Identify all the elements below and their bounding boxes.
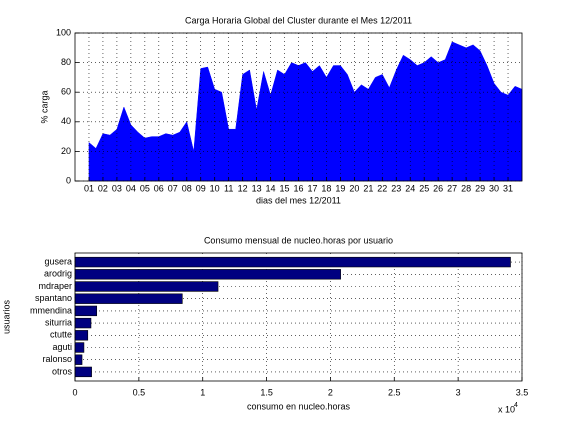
y-tick-label: mdraper bbox=[38, 281, 72, 291]
x-tick-label: 09 bbox=[196, 183, 206, 193]
x-tick-label: 0.5 bbox=[133, 387, 146, 397]
y-tick-label: 80 bbox=[61, 57, 71, 67]
x-tick-label: 08 bbox=[182, 183, 192, 193]
x-tick-label: 13 bbox=[252, 183, 262, 193]
x-tick-label: 0 bbox=[72, 387, 77, 397]
y-tick-label: arodrig bbox=[44, 269, 72, 279]
x-tick-label: 04 bbox=[126, 183, 136, 193]
bar bbox=[74, 281, 219, 292]
x-tick-label: 26 bbox=[433, 183, 443, 193]
x-tick-label: 23 bbox=[391, 183, 401, 193]
x-tick-label: 22 bbox=[377, 183, 387, 193]
axis-multiplier: x 10 bbox=[498, 404, 515, 414]
bar bbox=[74, 330, 89, 341]
bar bbox=[74, 293, 183, 304]
x-tick-label: 02 bbox=[98, 183, 108, 193]
x-tick-label: 11 bbox=[224, 183, 233, 193]
x-tick-label: 2 bbox=[328, 387, 333, 397]
x-tick-label: 20 bbox=[349, 183, 359, 193]
y-tick-label: ctutte bbox=[50, 330, 72, 340]
x-tick-label: 31 bbox=[503, 183, 513, 193]
x-tick-label: 30 bbox=[489, 183, 499, 193]
x-tick-label: 2.5 bbox=[388, 387, 401, 397]
y-tick-label: 0 bbox=[66, 175, 71, 185]
x-tick-label: 18 bbox=[321, 183, 331, 193]
x-tick-label: 01 bbox=[84, 183, 94, 193]
x-tick-label: 15 bbox=[280, 183, 290, 193]
x-tick-label: 03 bbox=[112, 183, 122, 193]
x-tick-label: 28 bbox=[461, 183, 471, 193]
x-tick-label: 3 bbox=[456, 387, 461, 397]
y-tick-label: 40 bbox=[61, 116, 71, 126]
x-tick-label: 29 bbox=[475, 183, 485, 193]
x-tick-label: 07 bbox=[168, 183, 178, 193]
x-tick-label: 16 bbox=[293, 183, 303, 193]
x-tick-label: 21 bbox=[363, 183, 373, 193]
y-tick-label: 20 bbox=[61, 146, 71, 156]
x-tick-label: 19 bbox=[335, 183, 345, 193]
y-tick-label: aguti bbox=[52, 342, 72, 352]
y-tick-label: ralonso bbox=[42, 354, 72, 364]
x-tick-label: 1 bbox=[200, 387, 205, 397]
bar bbox=[74, 366, 92, 378]
bar bbox=[74, 317, 92, 329]
load-area bbox=[88, 41, 523, 182]
y-tick-label: 60 bbox=[61, 87, 71, 97]
x-axis-label: consumo en nucleo.horas bbox=[247, 401, 351, 411]
x-tick-label: 14 bbox=[266, 183, 276, 193]
x-tick-label: 12 bbox=[238, 183, 248, 193]
axis-multiplier-exponent: 4 bbox=[514, 402, 518, 409]
x-tick-label: 3.5 bbox=[516, 387, 529, 397]
x-tick-label: 1.5 bbox=[260, 387, 273, 397]
x-tick-label: 10 bbox=[210, 183, 220, 193]
x-tick-label: 24 bbox=[405, 183, 415, 193]
bar bbox=[74, 269, 341, 280]
y-tick-label: otros bbox=[52, 366, 73, 376]
x-axis-label: dias del mes 12/2011 bbox=[256, 195, 341, 205]
x-tick-label: 25 bbox=[419, 183, 429, 193]
axes-box bbox=[74, 252, 523, 382]
chart-title: Consumo mensual de nucleo.horas por usua… bbox=[204, 235, 393, 245]
y-tick-label: siturria bbox=[45, 317, 72, 327]
chart-title: Carga Horaria Global del Cluster durante… bbox=[185, 15, 412, 25]
x-tick-label: 05 bbox=[140, 183, 150, 193]
x-tick-label: 17 bbox=[307, 183, 317, 193]
axes-box bbox=[74, 32, 523, 182]
x-tick-label: 27 bbox=[447, 183, 457, 193]
x-tick-label: 06 bbox=[154, 183, 164, 193]
y-axis-label: % carga bbox=[39, 90, 49, 123]
y-axis-label: usuarios bbox=[1, 299, 11, 334]
y-tick-label: spantano bbox=[35, 293, 72, 303]
bar bbox=[74, 305, 98, 317]
bar bbox=[74, 256, 511, 268]
y-tick-label: mmendina bbox=[30, 305, 72, 315]
y-tick-label: 100 bbox=[56, 27, 71, 37]
bar bbox=[74, 342, 85, 353]
bar bbox=[74, 354, 83, 365]
y-tick-label: gusera bbox=[44, 256, 72, 266]
